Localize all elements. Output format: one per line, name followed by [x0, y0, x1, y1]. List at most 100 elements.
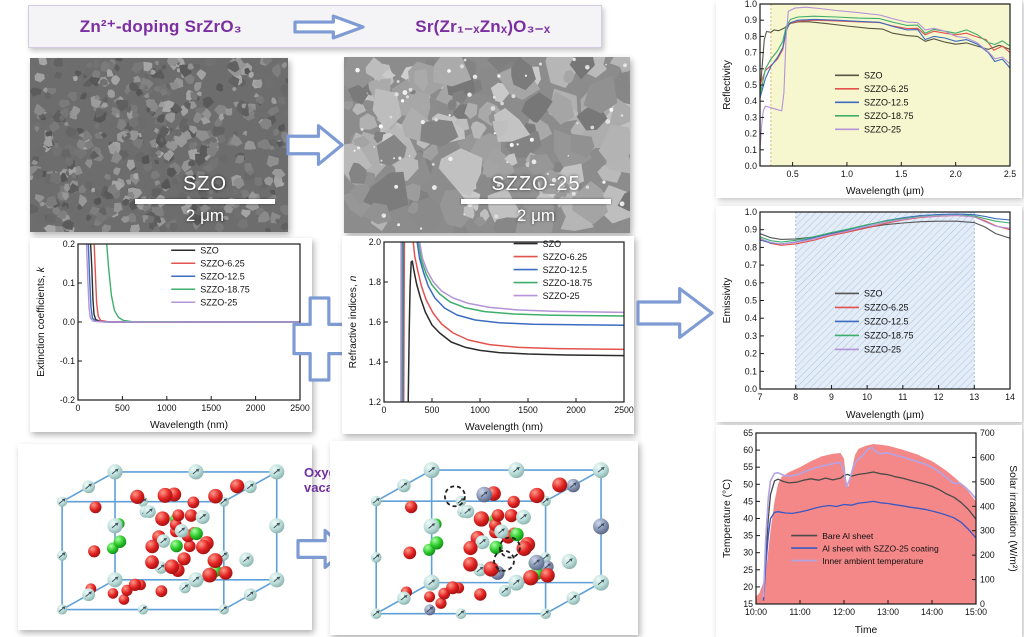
series-line	[89, 244, 300, 323]
banner-product-text: Sr(Zr₁₋ₓZnₓ)O₃₋ₓ	[415, 16, 551, 36]
arrow-to-results-icon	[636, 287, 714, 339]
series-line	[93, 244, 300, 323]
svg-text:SZZO-12.5: SZZO-12.5	[543, 265, 588, 275]
series-line	[760, 220, 1010, 240]
svg-text:SZZO-6.25: SZZO-6.25	[543, 252, 588, 262]
series-line	[402, 242, 624, 402]
svg-text:0.9: 0.9	[745, 15, 757, 25]
plot-area: 7 8 9 10 11 12 13 14 0.0 0.1 0.2 0.3 0.4 0.5 0.6 0.7 0.8…	[722, 207, 1015, 421]
sem-label-szzo25: SZZO-25	[491, 173, 581, 195]
svg-text:11: 11	[898, 392, 907, 402]
plot-area: 0 500 1000 1500 2000 2500 1.2 1.4 1.6 1.8 2.0 Wavel…	[348, 237, 634, 433]
svg-text:2.0: 2.0	[950, 169, 962, 179]
svg-text:-0.2: -0.2	[60, 395, 75, 405]
series-line	[401, 242, 624, 402]
svg-text:700: 700	[980, 428, 995, 438]
svg-text:SZZO-18.75: SZZO-18.75	[200, 284, 250, 294]
atom-o	[172, 509, 185, 522]
svg-text:Wavelength (μm): Wavelength (μm)	[846, 410, 924, 421]
atom-o	[184, 509, 198, 522]
svg-text:600: 600	[980, 452, 995, 462]
svg-text:Extinction coefficients, k: Extinction coefficients, k	[36, 266, 47, 377]
series-line	[85, 244, 300, 323]
atom-zr	[430, 536, 444, 550]
svg-text:0.7: 0.7	[745, 260, 757, 270]
chart-refractive-panel: 0 500 1000 1500 2000 2500 1.2 1.4 1.6 1.8 2.0 Wavel…	[342, 236, 634, 434]
svg-text:0.1: 0.1	[63, 278, 75, 288]
atom-o	[463, 557, 478, 572]
svg-text:45: 45	[743, 496, 753, 506]
crystal-svg-szzo	[370, 462, 609, 619]
svg-text:1500: 1500	[518, 405, 538, 415]
atom-o	[196, 539, 211, 555]
atom-o	[435, 597, 447, 609]
scale-bar	[135, 199, 275, 204]
svg-text:2000: 2000	[566, 405, 586, 415]
svg-text:35: 35	[743, 531, 753, 541]
svg-text:0.1: 0.1	[745, 366, 757, 376]
atom-o	[540, 568, 555, 583]
atom-o	[118, 594, 130, 605]
svg-text:SZZO-25: SZZO-25	[200, 297, 237, 307]
svg-text:Bare Al sheet: Bare Al sheet	[822, 531, 874, 541]
svg-text:0.4: 0.4	[745, 313, 757, 323]
svg-text:400: 400	[980, 501, 995, 511]
atom-o	[463, 540, 478, 556]
svg-text:SZZO-18.75: SZZO-18.75	[864, 111, 914, 121]
svg-text:8: 8	[793, 392, 798, 402]
series-line	[760, 214, 1010, 243]
svg-text:0.5: 0.5	[745, 80, 757, 90]
svg-text:14: 14	[1005, 392, 1015, 402]
svg-text:20: 20	[743, 582, 753, 592]
atom-o	[491, 509, 505, 522]
atom-o	[155, 511, 170, 526]
svg-text:0.3: 0.3	[745, 331, 757, 341]
series-line	[400, 242, 624, 402]
series-line	[762, 500, 976, 601]
atom-o	[446, 581, 460, 595]
series-line	[401, 242, 624, 402]
svg-text:30: 30	[743, 548, 753, 558]
svg-text:0.0: 0.0	[745, 161, 757, 171]
oxygen-vacancy-circle	[444, 485, 466, 508]
atom-o	[405, 500, 418, 514]
sem-image-szo: SZO 2 μm	[30, 58, 288, 232]
atom-o	[507, 495, 520, 509]
svg-text:500: 500	[980, 477, 995, 487]
svg-text:1000: 1000	[470, 405, 490, 415]
svg-text:40: 40	[743, 514, 753, 524]
svg-text:SZZO-12.5: SZZO-12.5	[864, 97, 909, 107]
svg-text:14:00: 14:00	[921, 607, 943, 617]
svg-text:2500: 2500	[290, 403, 310, 413]
svg-text:0.9: 0.9	[745, 225, 757, 235]
chart-temperature: 10:00 11:00 12:00 13:00 14:00 15:00 15 20 25 30 35…	[722, 428, 1018, 636]
svg-text:0.6: 0.6	[745, 64, 757, 74]
svg-text:Wavelength (μm): Wavelength (μm)	[846, 186, 924, 197]
svg-text:Temperature (°C): Temperature (°C)	[722, 479, 733, 558]
atom-o	[187, 496, 200, 509]
title-banner: Zn²⁺-doping SrZrO₃ Sr(Zr₁₋ₓZnₓ)O₃₋ₓ	[28, 5, 602, 48]
atom-o	[473, 511, 490, 527]
series-line	[407, 260, 624, 402]
sem-texture-szo	[30, 58, 288, 232]
atom-o	[403, 546, 417, 560]
atom-o	[424, 591, 436, 603]
svg-text:0.7: 0.7	[745, 48, 757, 58]
svg-text:1.6: 1.6	[369, 317, 381, 327]
oxygen-vacancy-circle	[499, 536, 521, 559]
svg-text:25: 25	[743, 565, 753, 575]
plus-icon	[292, 296, 347, 382]
svg-text:Reflectivity: Reflectivity	[722, 59, 733, 110]
atom-zr	[489, 540, 503, 554]
svg-text:0: 0	[382, 405, 387, 415]
svg-text:100: 100	[980, 575, 995, 585]
svg-text:15: 15	[743, 599, 753, 609]
atom-o	[107, 588, 119, 599]
chart-extinction: 0 500 1000 1500 2000 2500 -0.2 -0.1 0.0 0.1 0.2 Wav…	[36, 239, 310, 431]
series-line	[760, 214, 1010, 245]
svg-text:SZZO-12.5: SZZO-12.5	[864, 317, 909, 327]
svg-text:0.0: 0.0	[63, 317, 75, 327]
sem-image-szzo25: SZZO-25 2 μm	[344, 57, 630, 233]
svg-text:SZO: SZO	[864, 70, 883, 80]
atom-o	[177, 552, 191, 566]
